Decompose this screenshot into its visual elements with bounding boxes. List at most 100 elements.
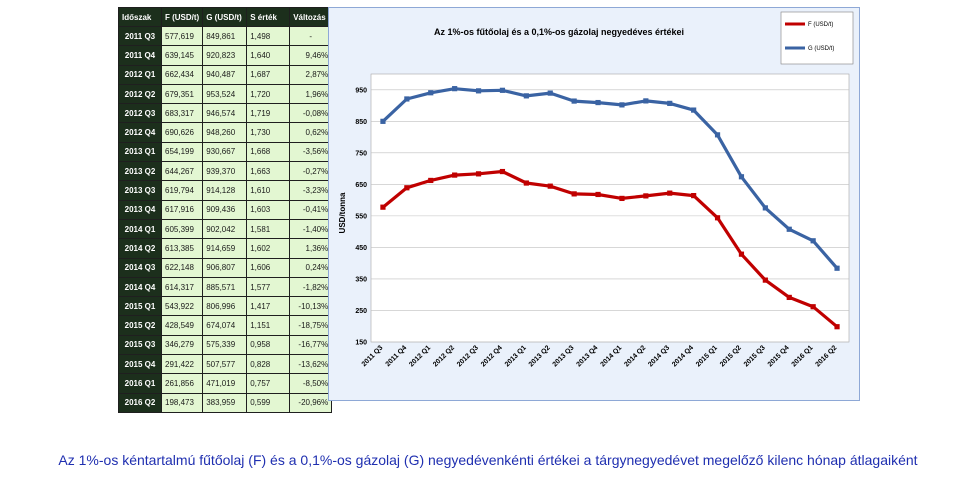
change-cell: 0,62% bbox=[289, 122, 333, 143]
period-cell: 2011 Q4 bbox=[118, 45, 162, 66]
header-f: F (USD/t) bbox=[160, 7, 204, 27]
period-cell: 2015 Q2 bbox=[118, 315, 162, 336]
legend-label-g: G (USD/t) bbox=[808, 46, 834, 52]
f-value-cell: 617,916 bbox=[160, 199, 204, 220]
g-value-cell: 953,524 bbox=[202, 83, 248, 105]
x-tick-label: 2016 Q1 bbox=[791, 344, 815, 368]
table-header-row: Időszak F (USD/t) G (USD/t) S érték Vált… bbox=[118, 7, 333, 27]
data-point-f bbox=[547, 183, 553, 189]
s-value-cell: 1,663 bbox=[246, 161, 291, 182]
f-value-cell: 291,422 bbox=[160, 354, 204, 375]
y-tick-label: 450 bbox=[355, 245, 367, 252]
change-cell: 1,36% bbox=[289, 238, 333, 259]
change-cell: -3,23% bbox=[289, 180, 333, 201]
x-tick-label: 2013 Q4 bbox=[576, 344, 600, 368]
x-tick-label: 2011 Q3 bbox=[361, 344, 385, 368]
series-line-g bbox=[381, 87, 839, 270]
data-point-f bbox=[523, 180, 529, 186]
g-value-cell: 920,823 bbox=[202, 45, 248, 66]
f-value-cell: 662,434 bbox=[160, 64, 204, 85]
s-value-cell: 1,603 bbox=[246, 199, 291, 220]
g-value-cell: 885,571 bbox=[202, 276, 248, 298]
x-tick-label: 2013 Q1 bbox=[504, 344, 528, 368]
data-point-f bbox=[762, 277, 768, 283]
period-cell: 2012 Q2 bbox=[118, 83, 162, 105]
s-value-cell: 1,577 bbox=[246, 276, 291, 298]
x-tick-label: 2012 Q2 bbox=[432, 344, 456, 368]
data-point-f bbox=[499, 168, 506, 175]
s-value-cell: 1,606 bbox=[246, 257, 291, 278]
change-cell: -8,50% bbox=[289, 373, 333, 394]
period-cell: 2012 Q1 bbox=[118, 64, 162, 85]
data-point-g bbox=[786, 226, 792, 232]
data-point-g bbox=[738, 174, 745, 180]
table-row: 2015 Q2 428,549 674,074 1,151 -18,75% bbox=[118, 315, 333, 336]
data-point-f bbox=[738, 251, 745, 257]
y-tick-label: 550 bbox=[355, 213, 367, 220]
s-value-cell: 1,640 bbox=[246, 45, 291, 66]
table-row: 2012 Q4 690,626 948,260 1,730 0,62% bbox=[118, 122, 333, 143]
y-axis: 150 250 350 450 550 650 750 850 950 bbox=[355, 87, 367, 346]
s-value-cell: 1,417 bbox=[246, 296, 291, 317]
table-row: 2016 Q1 261,856 471,019 0,757 -8,50% bbox=[118, 373, 333, 394]
series-layer bbox=[380, 86, 840, 330]
data-point-f bbox=[786, 294, 792, 301]
period-cell: 2012 Q4 bbox=[118, 122, 162, 143]
x-tick-label: 2013 Q2 bbox=[528, 344, 552, 368]
table-row: 2012 Q2 679,351 953,524 1,720 1,96% bbox=[118, 83, 333, 105]
f-value-cell: 644,267 bbox=[160, 161, 204, 182]
s-value-cell: 1,730 bbox=[246, 122, 291, 143]
s-value-cell: 0,599 bbox=[246, 392, 291, 413]
period-cell: 2013 Q3 bbox=[118, 180, 162, 201]
change-cell: -1,82% bbox=[289, 276, 333, 298]
table-row: 2015 Q3 346,279 575,339 0,958 -16,77% bbox=[118, 334, 333, 356]
g-value-cell: 948,260 bbox=[202, 122, 248, 143]
s-value-cell: 1,719 bbox=[246, 103, 291, 124]
change-cell: 2,87% bbox=[289, 64, 333, 85]
s-value-cell: 1,581 bbox=[246, 218, 291, 240]
data-point-g bbox=[523, 93, 529, 99]
data-point-g bbox=[475, 88, 482, 94]
table-row: 2014 Q1 605,399 902,042 1,581 -1,40% bbox=[118, 218, 333, 240]
table-row: 2012 Q1 662,434 940,487 1,687 2,87% bbox=[118, 64, 333, 85]
period-cell: 2014 Q2 bbox=[118, 238, 162, 259]
f-value-cell: 346,279 bbox=[160, 334, 204, 356]
x-tick-label: 2012 Q1 bbox=[408, 344, 432, 368]
y-tick-label: 650 bbox=[355, 182, 367, 189]
s-value-cell: 1,151 bbox=[246, 315, 291, 336]
legend-box bbox=[780, 11, 854, 65]
s-value-cell: 0,958 bbox=[246, 334, 291, 356]
data-point-f bbox=[571, 191, 577, 197]
change-cell: -0,08% bbox=[289, 103, 333, 124]
data-point-g bbox=[691, 107, 697, 113]
y-axis-title: USD/tonna bbox=[338, 192, 347, 233]
x-axis: 2011 Q3 2011 Q4 2012 Q1 2012 Q2 2012 Q3 2012 … bbox=[361, 344, 839, 368]
x-tick-label: 2015 Q4 bbox=[767, 344, 791, 368]
table-row: 2014 Q2 613,385 914,659 1,602 1,36% bbox=[118, 238, 333, 259]
f-value-cell: 690,626 bbox=[160, 122, 204, 143]
x-tick-label: 2012 Q3 bbox=[456, 344, 480, 368]
y-tick-label: 350 bbox=[355, 276, 367, 283]
figure-caption: Az 1%-os kéntartalmú fűtőolaj (F) és a 0… bbox=[58, 452, 918, 468]
g-value-cell: 914,659 bbox=[202, 238, 248, 259]
table-row: 2013 Q4 617,916 909,436 1,603 -0,41% bbox=[118, 199, 333, 220]
table-row: 2013 Q1 654,199 930,667 1,668 -3,56% bbox=[118, 141, 333, 163]
data-table: Időszak F (USD/t) G (USD/t) S érték Vált… bbox=[118, 7, 333, 413]
data-point-g bbox=[595, 99, 601, 106]
table-row: 2015 Q1 543,922 806,996 1,417 -10,13% bbox=[118, 296, 333, 317]
legend-label-f: F (USD/t) bbox=[808, 22, 833, 28]
g-value-cell: 471,019 bbox=[202, 373, 248, 394]
table-row: 2011 Q3 577,619 849,861 1,498- bbox=[118, 25, 333, 47]
period-cell: 2016 Q2 bbox=[118, 392, 162, 413]
period-cell: 2011 Q3 bbox=[118, 25, 162, 47]
data-point-f bbox=[643, 193, 649, 199]
data-point-g bbox=[762, 205, 768, 211]
x-tick-label: 2013 Q3 bbox=[552, 344, 576, 368]
x-tick-label: 2014 Q3 bbox=[647, 344, 671, 368]
data-point-g bbox=[810, 238, 816, 244]
change-cell: - bbox=[289, 25, 333, 47]
table-row: 2011 Q4 639,145 920,823 1,640 9,46% bbox=[118, 45, 333, 66]
data-point-g bbox=[571, 98, 577, 104]
data-point-g bbox=[380, 118, 386, 124]
f-value-cell: 543,922 bbox=[160, 296, 204, 317]
